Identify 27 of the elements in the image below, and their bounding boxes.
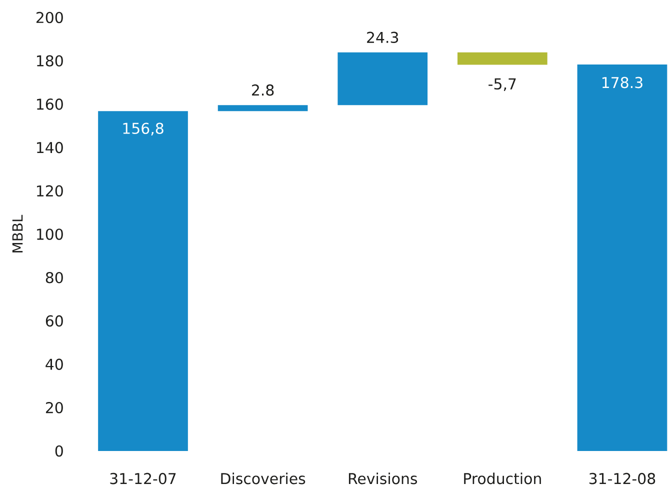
bar [98, 111, 188, 451]
y-tick-label: 40 [46, 358, 63, 370]
y-tick-label: 100 [37, 228, 63, 240]
y-tick-label: 140 [37, 142, 63, 154]
x-tick-label: Production [464, 472, 541, 484]
y-tick-label: 60 [46, 315, 63, 327]
y-tick-label: 20 [46, 402, 63, 414]
y-tick-label: 120 [37, 185, 63, 197]
x-tick-label: Discoveries [221, 472, 306, 484]
bar [577, 64, 668, 451]
y-tick-label: 200 [36, 12, 63, 24]
data-label: -5,7 [488, 78, 516, 92]
bar [457, 52, 548, 65]
bar [218, 105, 308, 112]
y-tick-label: 180 [37, 55, 63, 67]
y-tick-label: 80 [46, 272, 63, 284]
x-tick-label: 31-12-08 [589, 472, 656, 484]
data-label: 156,8 [123, 122, 164, 136]
data-label: 178.3 [602, 76, 642, 88]
y-tick-label: 0 [55, 445, 63, 457]
bar [338, 52, 428, 106]
data-label: 24.3 [367, 32, 398, 44]
y-axis-title: MBBL [12, 214, 23, 252]
x-tick-label: Revisions [348, 472, 418, 484]
data-label: 2.8 [252, 84, 274, 96]
x-tick-label: 31-12-07 [110, 472, 176, 484]
y-tick-label: 160 [37, 98, 63, 110]
